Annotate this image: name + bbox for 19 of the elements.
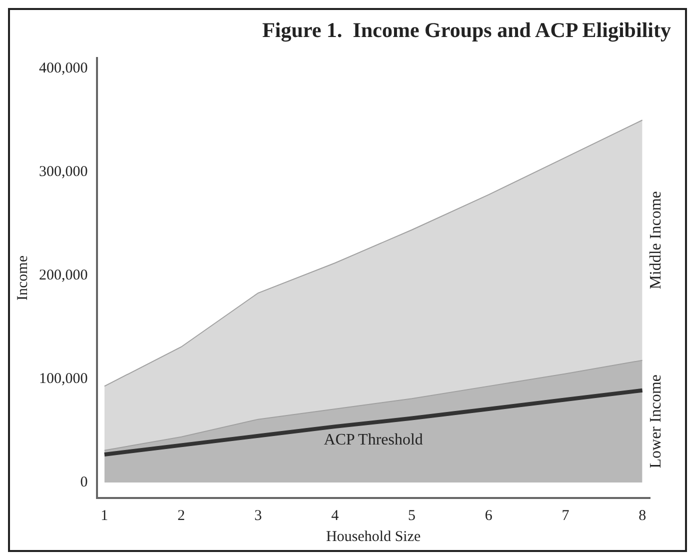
y-tick-label: 200,000: [39, 267, 88, 284]
series-label: ACP Threshold: [324, 432, 423, 449]
text: Middle Income: [648, 191, 665, 290]
x-tick-label: 5: [408, 508, 416, 524]
x-axis-title: Household Size: [326, 528, 421, 545]
y-tick-label: 100,000: [39, 370, 88, 387]
x-tick-label: 4: [331, 508, 340, 524]
x-tick-label: 6: [484, 508, 493, 524]
y-axis-title: Income: [14, 255, 31, 300]
text: Lower Income: [648, 374, 665, 468]
chart-title: Figure 1. Income Groups and ACP Eligibility: [261, 17, 672, 44]
y-tick-label: 0: [80, 474, 88, 490]
x-tick-label: 8: [638, 508, 646, 524]
y-tick-label: 400,000: [39, 60, 88, 76]
x-tick-label: 2: [178, 508, 186, 524]
x-tick-label: 1: [100, 508, 108, 524]
x-tick-label: 7: [562, 508, 570, 524]
y-tick-label: 300,000: [39, 164, 88, 180]
x-tick-label: 3: [254, 508, 262, 524]
